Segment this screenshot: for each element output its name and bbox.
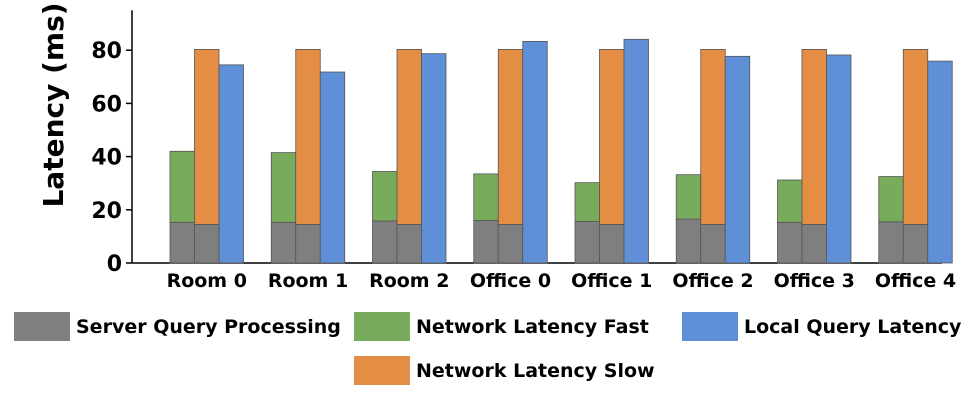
bar-network-latency-slow [801,49,827,225]
bar-network-latency-fast [473,173,499,221]
bar-server-query-processing [497,224,524,264]
bar-network-latency-fast [574,182,600,222]
bar-server-query-processing [902,224,929,264]
bar-network-latency-slow [700,49,726,225]
bar-network-latency-slow [902,49,929,225]
bar-local-query-latency [218,64,244,264]
legend-swatch [354,356,410,385]
legend-label: Network Latency Fast [416,316,649,338]
legend-label: Local Query Latency [744,316,962,338]
bar-server-query-processing [473,220,499,264]
y-tick-label: 0 [107,252,122,277]
y-tick-label: 60 [91,92,122,117]
bar-local-query-latency [724,55,751,264]
bar-network-latency-slow [396,49,422,225]
x-tick-label: Room 2 [369,270,449,292]
bar-network-latency-slow [599,49,625,225]
legend-label: Network Latency Slow [416,360,655,382]
legend-swatch [682,312,738,341]
bar-local-query-latency [319,71,346,264]
x-tick-label: Office 2 [672,270,753,292]
x-tick-label: Office 3 [774,270,855,292]
bar-local-query-latency [927,60,953,264]
bar-server-query-processing [675,218,702,264]
legend-swatch [354,312,410,341]
bar-server-query-processing [878,221,904,264]
bar-server-query-processing [396,224,422,264]
bar-local-query-latency [826,54,852,264]
bar-network-latency-fast [675,174,702,220]
bar-server-query-processing [700,224,726,264]
legend-swatch [14,312,70,341]
bar-local-query-latency [623,38,649,264]
y-tick-label: 20 [91,199,122,224]
bar-network-latency-fast [169,150,195,223]
legend: Server Query Processing Network Latency F… [14,312,962,385]
bar-server-query-processing [295,224,321,264]
bar-local-query-latency [421,53,447,264]
bar-network-latency-slow [194,49,220,225]
bar-network-latency-fast [878,176,904,223]
bar-server-query-processing [372,220,398,264]
x-tick-label: Room 0 [167,270,247,292]
bar-local-query-latency [522,41,548,264]
bar-server-query-processing [574,221,600,264]
bar-server-query-processing [194,224,220,264]
x-tick-label: Office 0 [470,270,551,292]
bar-network-latency-fast [777,179,803,223]
x-tick-label: Office 1 [571,270,652,292]
bar-server-query-processing [599,224,625,264]
bar-server-query-processing [169,221,195,264]
bar-network-latency-fast [372,171,398,222]
x-tick-label: Room 1 [268,270,348,292]
bar-server-query-processing [270,221,297,264]
bar-network-latency-slow [295,49,321,225]
plot-area: 0 20 40 60 80 Room 0 Room 1 Room 2 Office 0 Offic… [91,10,956,292]
y-tick-label: 80 [91,39,122,64]
bar-network-latency-fast [270,152,297,223]
x-tick-label: Office 4 [875,270,956,292]
y-axis-title: Latency (ms) [37,2,70,207]
bar-server-query-processing [801,224,827,264]
legend-label: Server Query Processing [76,316,341,338]
y-tick-label: 40 [91,146,122,171]
bar-network-latency-slow [497,49,524,225]
bar-server-query-processing [777,221,803,264]
